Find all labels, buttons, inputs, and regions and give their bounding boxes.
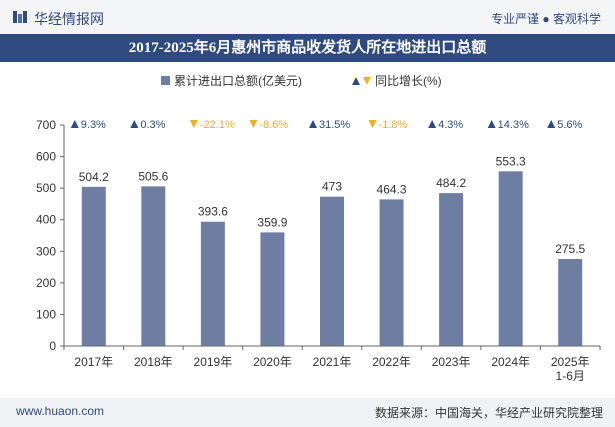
y-tick-label: 600 xyxy=(36,150,56,164)
y-tick-label: 500 xyxy=(36,181,56,195)
bar-value-label: 464.3 xyxy=(377,182,407,196)
legend: 累计进出口总额(亿美元) 同比增长(%) xyxy=(161,73,442,88)
chart-title: 2017-2025年6月惠州市商品收发货人所在地进出口总额 xyxy=(128,40,487,56)
bar-value-label: 504.2 xyxy=(79,170,109,184)
bar-value-label: 473 xyxy=(322,180,342,194)
bars xyxy=(81,171,583,346)
x-tick-label: 2025年 1-6月 xyxy=(551,355,590,383)
x-tick-label: 2020年 xyxy=(253,355,292,369)
legend-growth-label: 同比增长(%) xyxy=(375,74,442,88)
growth-label: 5.6% xyxy=(557,119,582,131)
growth-label: 9.3% xyxy=(81,119,106,131)
bar-value-label: 359.9 xyxy=(257,215,287,229)
x-tick-label-line: 2025年 xyxy=(551,355,590,369)
growth-label: 4.3% xyxy=(438,119,463,131)
bar-value-label: 393.6 xyxy=(198,205,228,219)
bar-value-label: 505.6 xyxy=(138,169,168,183)
y-tick-label: 700 xyxy=(36,118,56,132)
x-tick-label-line: 1-6月 xyxy=(556,369,585,383)
growth-label: -8.6% xyxy=(259,119,288,131)
x-tick-label: 2023年 xyxy=(432,355,471,369)
growth-up-triangle-icon xyxy=(487,120,496,128)
bar-value-label: 484.2 xyxy=(436,176,466,190)
y-tick-label: 300 xyxy=(36,244,56,258)
growth-up-triangle-icon xyxy=(130,120,139,128)
bar-value-label: 553.3 xyxy=(496,154,526,168)
logo-icon xyxy=(13,11,27,23)
chart: 累计进出口总额(亿美元) 同比增长(%) 0 100 200 300 400 500 600… xyxy=(36,73,601,383)
bar xyxy=(498,171,523,346)
y-tick-label: 100 xyxy=(36,307,56,321)
x-tick-label: 2018年 xyxy=(134,355,173,369)
growth-up-triangle-icon xyxy=(547,120,556,128)
bar xyxy=(379,199,404,346)
x-tick-label: 2024年 xyxy=(491,355,530,369)
growth-label: 14.3% xyxy=(498,119,529,131)
legend-up-triangle-icon xyxy=(352,77,360,85)
title-bar xyxy=(0,34,615,62)
growth-up-triangle-icon xyxy=(428,120,437,128)
website-link[interactable]: www.huaon.com xyxy=(16,404,105,418)
legend-bar-swatch xyxy=(161,76,170,85)
bar xyxy=(200,221,225,346)
growth-label: -22.1% xyxy=(200,119,235,131)
slogan: 专业严谨 ● 客观科学 xyxy=(491,12,601,26)
x-tick-label: 2017年 xyxy=(74,355,113,369)
bar xyxy=(141,186,166,346)
bar xyxy=(439,193,464,346)
growth-label: 31.5% xyxy=(319,119,350,131)
y-tick-label: 200 xyxy=(36,276,56,290)
y-axis: 0 100 200 300 400 500 600 700 xyxy=(36,118,65,353)
legend-bar-label: 累计进出口总额(亿美元) xyxy=(174,73,302,88)
y-tick-label: 0 xyxy=(49,339,56,353)
brand-name: 华经情报网 xyxy=(34,11,104,27)
growth-label: -1.8% xyxy=(379,119,408,131)
growth-label: 0.3% xyxy=(140,119,165,131)
growth-down-triangle-icon xyxy=(249,120,258,128)
bar xyxy=(81,186,106,346)
bar-value-label: 275.5 xyxy=(555,242,585,256)
growth-labels: 9.3% 0.3% -22.1% -8.6% 31.5% -1.8% 4.3% 14.3% 5.… xyxy=(70,119,583,131)
growth-up-triangle-icon xyxy=(309,120,317,128)
y-tick-label: 400 xyxy=(36,213,56,227)
legend-down-triangle-icon xyxy=(363,77,371,85)
bar xyxy=(558,259,583,346)
value-labels: 504.2 505.6 393.6 359.9 473 464.3 484.2 553.3 27… xyxy=(79,154,586,256)
top-bar xyxy=(0,0,615,34)
bar xyxy=(260,232,285,346)
growth-down-triangle-icon xyxy=(189,120,198,128)
data-source: 数据来源：中国海关，华经产业研究院整理 xyxy=(374,406,603,420)
growth-down-triangle-icon xyxy=(368,120,377,128)
bar xyxy=(320,196,344,346)
growth-up-triangle-icon xyxy=(70,120,79,128)
x-axis: 2017年 2018年 2019年 2020年 2021年 2022年 2023年 2024年… xyxy=(63,345,601,383)
x-tick-label: 2019年 xyxy=(194,355,233,369)
footer-bar xyxy=(0,398,615,427)
x-tick-label: 2022年 xyxy=(372,355,411,369)
x-tick-label: 2021年 xyxy=(313,355,352,369)
